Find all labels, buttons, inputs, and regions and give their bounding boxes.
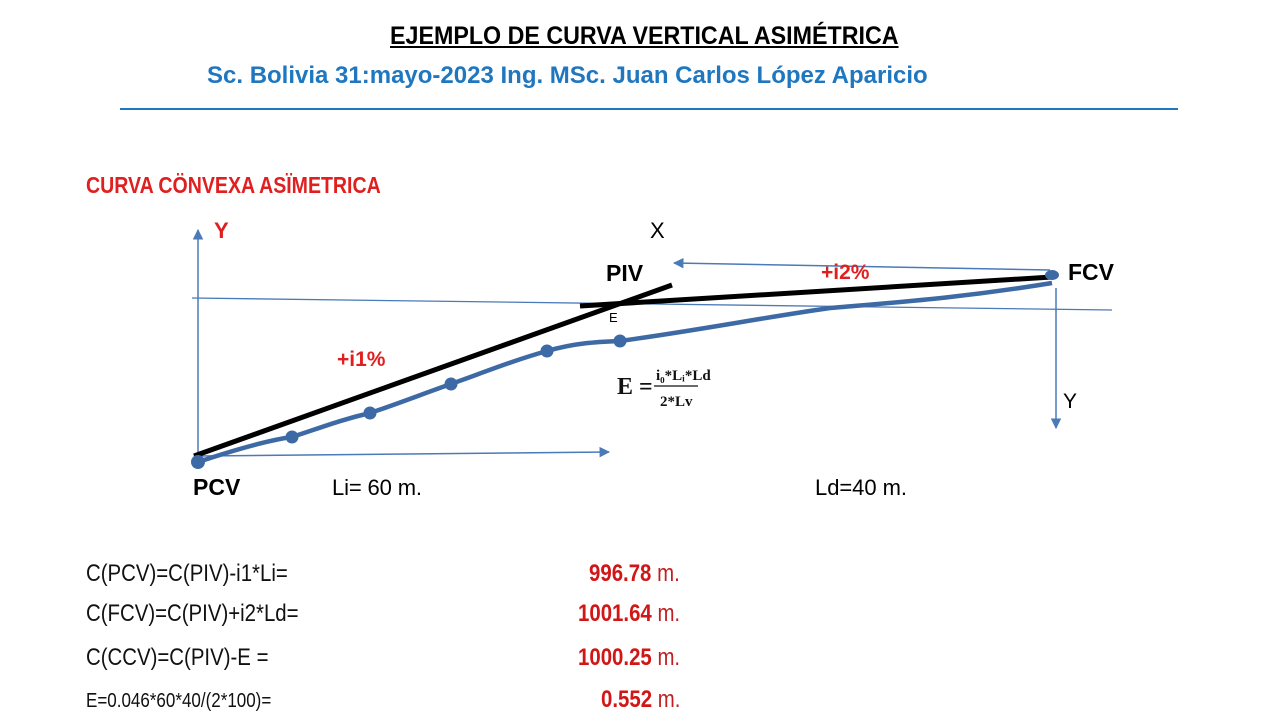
y-right-label: Y	[1063, 390, 1077, 413]
pcv-label: PCV	[193, 474, 241, 500]
li-arrow	[199, 446, 611, 458]
curve-point	[363, 406, 377, 420]
formula-denominator: 2*Lv	[660, 394, 693, 410]
formula-numerator: i₀*Lᵢ*Ld	[656, 368, 711, 384]
unit: m.	[657, 644, 680, 671]
e-formula: E = i₀*Lᵢ*Ld 2*Lv	[617, 368, 711, 410]
calc-expr-ccv: C(CCV)=C(PIV)-E =	[86, 644, 269, 671]
calc-expr-e: E=0.046*60*40/(2*100)=	[86, 690, 272, 712]
curve-point	[540, 344, 554, 358]
header-divider	[120, 108, 1178, 110]
formula-lhs: E =	[617, 374, 653, 400]
vertical-curve	[197, 280, 1053, 465]
calc-value-pcv: 996.78 m.	[589, 560, 680, 588]
pcv-point	[191, 455, 205, 469]
curve-point	[444, 377, 458, 391]
calc-expr-pcv: C(PCV)=C(PIV)-i1*Li=	[86, 560, 288, 587]
y-axis-label: Y	[214, 218, 229, 243]
tangent-exit	[579, 274, 1053, 309]
value: 0.552	[600, 686, 652, 713]
calc-value-fcv: 1001.64 m.	[578, 600, 680, 628]
i2-arrow	[672, 257, 1051, 271]
i2-label: +i2%	[821, 261, 870, 284]
slide-subtitle: Sc. Bolivia 31:mayo-2023 Ing. MSc. Juan …	[207, 62, 928, 89]
unit: m.	[657, 560, 680, 587]
li-label: Li= 60 m.	[332, 475, 422, 500]
fcv-point	[1045, 270, 1059, 280]
piv-label: PIV	[606, 260, 644, 286]
i1-label: +i1%	[337, 348, 386, 371]
value: 1000.25	[577, 644, 652, 671]
tangent-entry	[193, 282, 673, 459]
slide-title: EJEMPLO DE CURVA VERTICAL ASIMÉTRICA	[390, 22, 899, 50]
calc-value-ccv: 1000.25 m.	[578, 644, 680, 672]
calc-value-e: 0.552 m.	[601, 686, 680, 714]
value: 996.78	[589, 560, 652, 587]
curve-point	[285, 430, 299, 444]
calc-expr-fcv: C(FCV)=C(PIV)+i2*Ld=	[86, 600, 299, 627]
value: 1001.64	[577, 600, 652, 627]
curve-point	[613, 334, 627, 348]
e-mark-label: E	[609, 310, 618, 325]
fcv-label: FCV	[1068, 259, 1115, 285]
ld-label: Ld=40 m.	[815, 475, 907, 500]
x-label: X	[650, 218, 665, 243]
section-title: CURVA CÖNVEXA ASÏMETRICA	[86, 172, 381, 198]
unit: m.	[657, 686, 680, 713]
unit: m.	[657, 600, 680, 627]
